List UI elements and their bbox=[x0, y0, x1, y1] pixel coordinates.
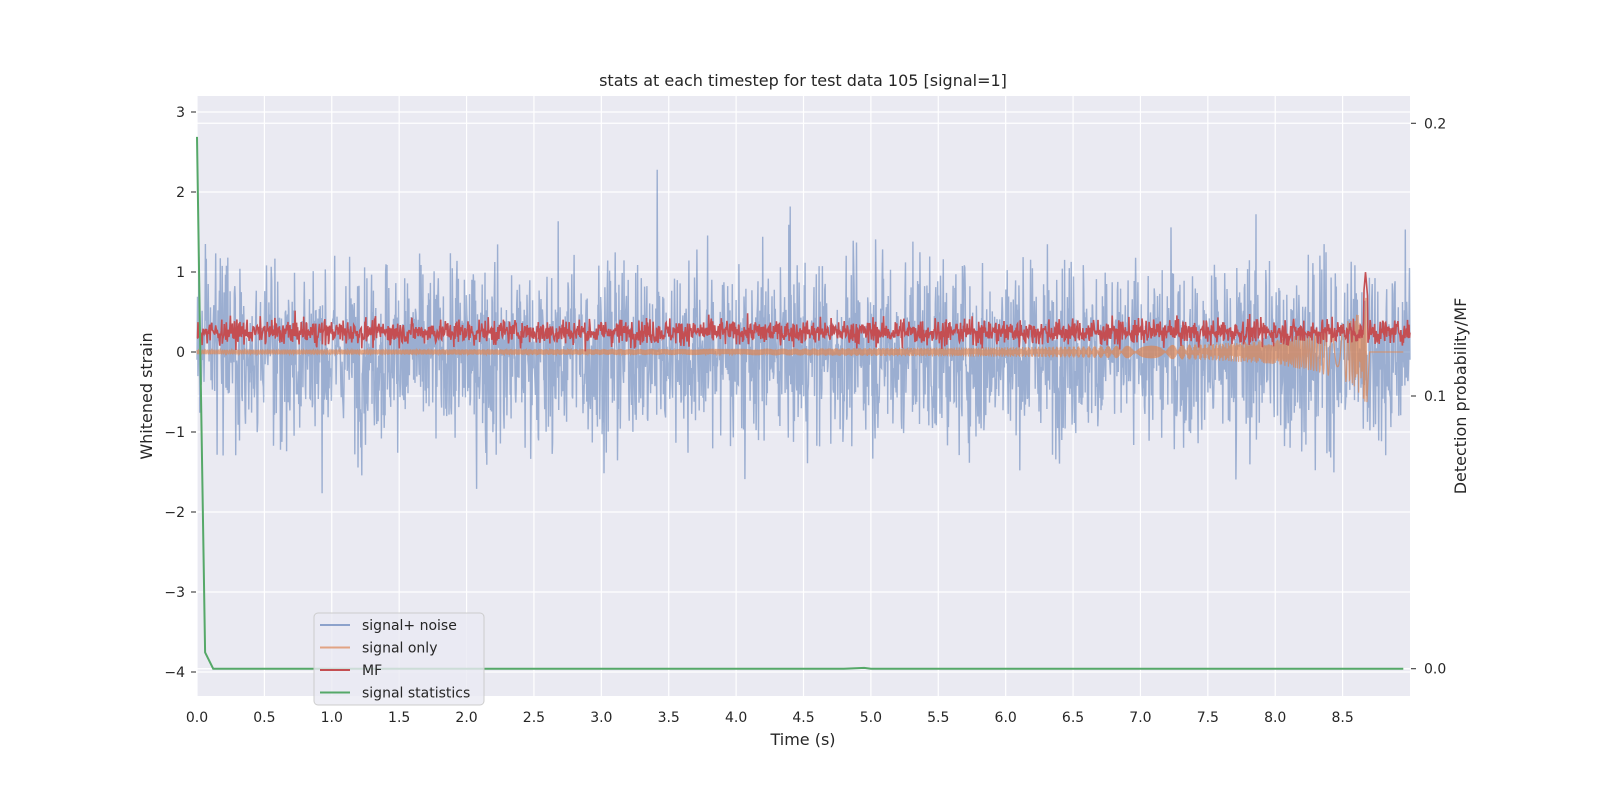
x-tick-label: 8.0 bbox=[1264, 710, 1286, 726]
x-tick-label: 6.0 bbox=[995, 710, 1017, 726]
x-tick-label: 7.5 bbox=[1197, 710, 1219, 726]
series-mf-line bbox=[196, 272, 1411, 352]
legend: signal+ noise signal only MF signal statist… bbox=[313, 612, 485, 706]
y-tick-label-right: 0.2 bbox=[1424, 116, 1446, 132]
chart-title: stats at each timestep for test data 105… bbox=[599, 71, 1007, 90]
y-tick-label-right: 0.0 bbox=[1424, 662, 1446, 678]
y-axis-label-right: Detection probability/MF bbox=[1451, 298, 1470, 495]
x-tick-label: 3.5 bbox=[658, 710, 680, 726]
x-tick-label: 5.5 bbox=[927, 710, 949, 726]
series-signal-statistics-line bbox=[196, 136, 1404, 670]
y-axis-label-left: Whitened strain bbox=[137, 332, 156, 459]
legend-label: signal statistics bbox=[362, 686, 470, 702]
axes-layer: 0.0 0.5 1.0 1.5 2.0 2.5 3.0 3.5 4.0 4.5 5.0 5.5 6.0 6… bbox=[164, 105, 1446, 726]
x-tick-label: 3.0 bbox=[590, 710, 612, 726]
legend-label: signal+ noise bbox=[362, 618, 457, 634]
x-tick-label: 0.0 bbox=[186, 710, 208, 726]
x-tick-label: 0.5 bbox=[253, 710, 275, 726]
y-tick-label-left: −2 bbox=[164, 505, 185, 521]
series-signal-only-line bbox=[196, 297, 1404, 403]
x-tick-label: 7.0 bbox=[1129, 710, 1151, 726]
series-signal-noise-line bbox=[196, 169, 1411, 494]
x-tick-label: 8.5 bbox=[1331, 710, 1353, 726]
x-tick-label: 5.0 bbox=[860, 710, 882, 726]
x-tick-label: 6.5 bbox=[1062, 710, 1084, 726]
y-tick-label-left: −4 bbox=[164, 665, 185, 681]
x-tick-label: 4.5 bbox=[792, 710, 814, 726]
y-tick-label-left: 1 bbox=[176, 265, 185, 281]
series-layer bbox=[196, 136, 1411, 670]
legend-box bbox=[313, 612, 485, 706]
x-tick-label: 4.0 bbox=[725, 710, 747, 726]
x-tick-label: 2.5 bbox=[523, 710, 545, 726]
y-tick-label-left: 0 bbox=[176, 345, 185, 361]
x-axis-label: Time (s) bbox=[769, 730, 835, 749]
y-tick-label-left: −1 bbox=[164, 425, 185, 441]
x-tick-label: 1.5 bbox=[388, 710, 410, 726]
y-tick-label-left: 3 bbox=[176, 105, 185, 121]
y-tick-label-left: 2 bbox=[176, 185, 185, 201]
legend-label: signal only bbox=[362, 641, 437, 657]
x-tick-label: 2.0 bbox=[455, 710, 477, 726]
legend-label: MF bbox=[362, 663, 382, 679]
y-tick-label-right: 0.1 bbox=[1424, 389, 1446, 405]
y-tick-label-left: −3 bbox=[164, 585, 185, 601]
x-tick-label: 1.0 bbox=[321, 710, 343, 726]
